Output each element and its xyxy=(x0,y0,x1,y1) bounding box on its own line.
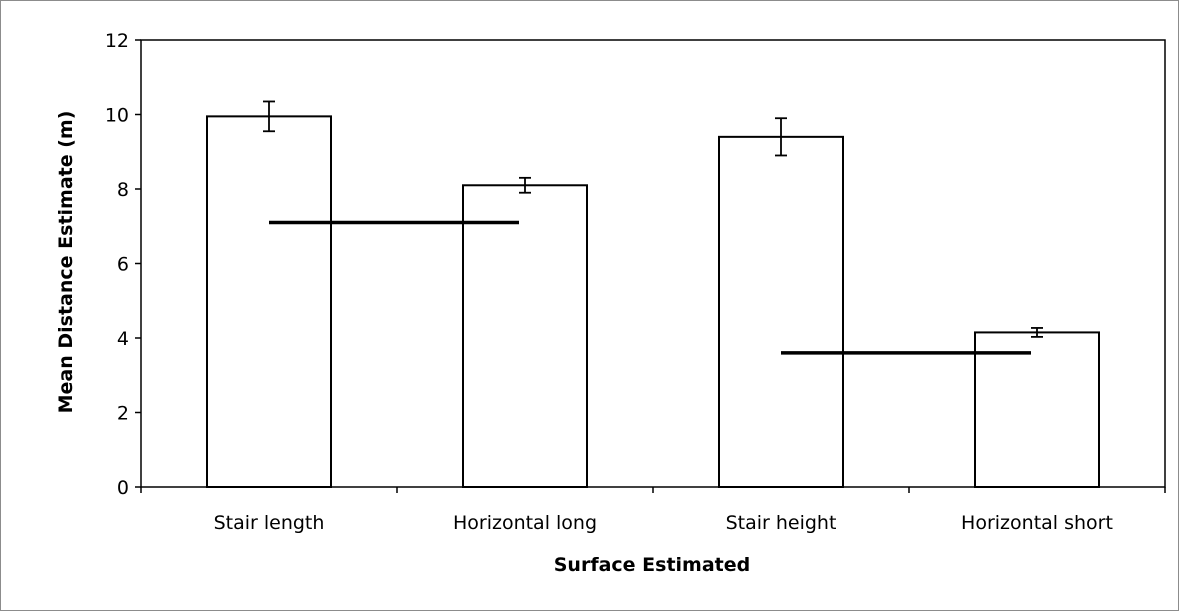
bars xyxy=(206,115,1100,489)
category-label: Stair height xyxy=(726,512,837,534)
y-tick-label: 8 xyxy=(117,179,129,201)
category-label: Horizontal short xyxy=(961,512,1113,534)
bar-horizontal-short xyxy=(974,331,1100,488)
y-tick-label: 2 xyxy=(117,403,129,425)
category-label: Horizontal long xyxy=(453,512,597,534)
x-axis-title: Surface Estimated xyxy=(554,554,751,576)
category-label: Stair length xyxy=(214,512,325,534)
y-axis: 0 2 4 6 8 10 12 xyxy=(105,30,141,499)
y-axis-title: Mean Distance Estimate (m) xyxy=(55,111,77,414)
y-tick-label: 12 xyxy=(105,30,129,52)
y-tick-label: 10 xyxy=(105,105,129,127)
y-tick-label: 6 xyxy=(117,254,129,276)
x-axis: Stair length Horizontal long Stair height H… xyxy=(140,487,1166,534)
bar-stair-length xyxy=(206,115,332,489)
error-bars xyxy=(263,100,1043,338)
y-tick-label: 4 xyxy=(117,328,129,350)
reference-lines xyxy=(269,220,1031,355)
bar-horizontal-long xyxy=(462,184,588,488)
bar-stair-height xyxy=(718,135,844,488)
y-tick-label: 0 xyxy=(117,477,129,499)
